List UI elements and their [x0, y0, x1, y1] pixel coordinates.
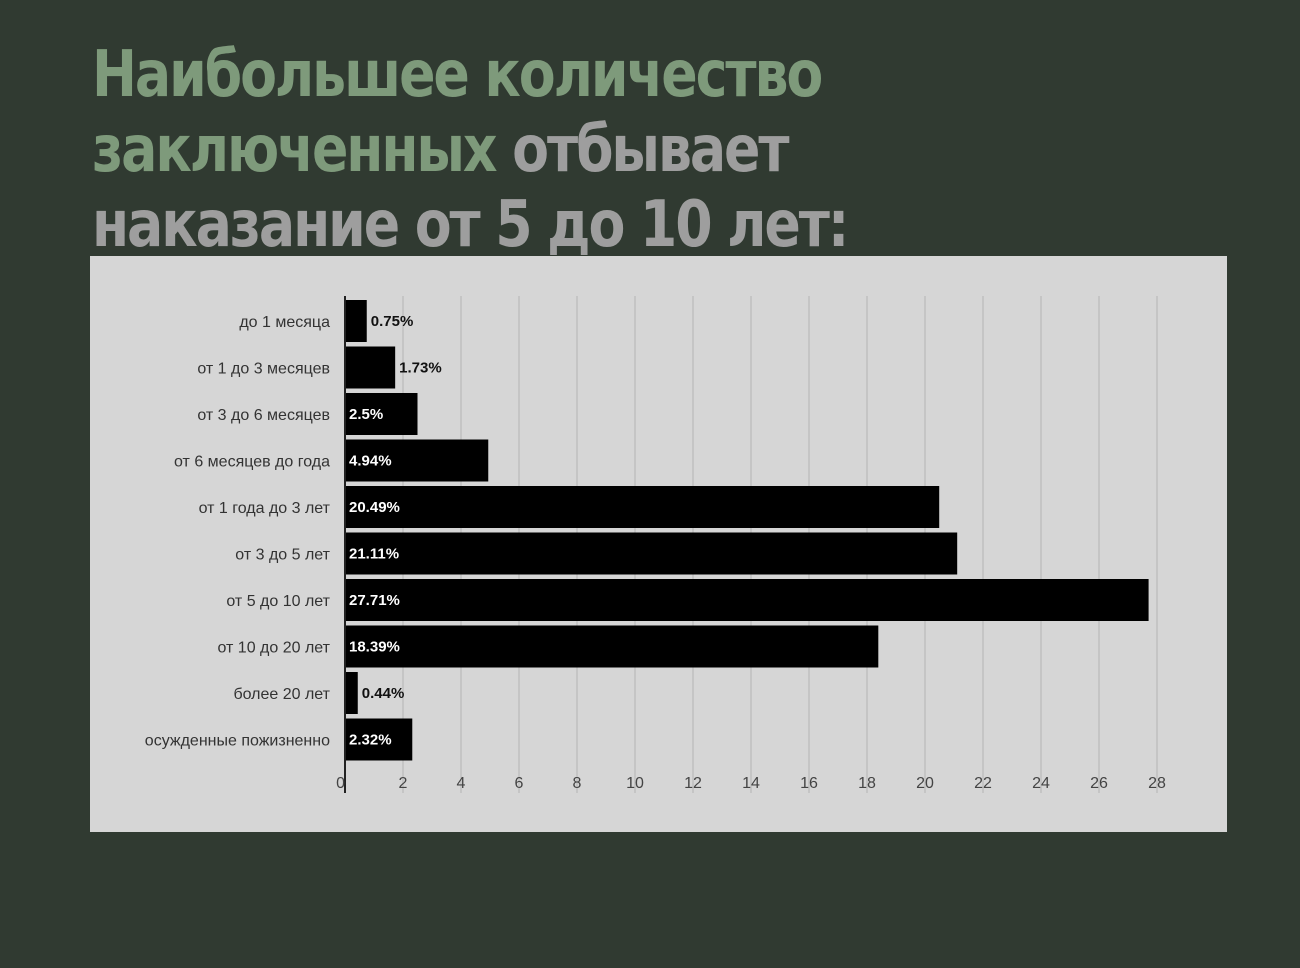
bars — [345, 300, 1149, 761]
value-label: 21.11% — [349, 546, 399, 563]
category-label: от 10 до 20 лет — [217, 640, 330, 657]
chart-panel: до 1 месяца от 1 до 3 месяцев от 3 до 6 ме… — [90, 256, 1227, 832]
value-label: 2.5% — [349, 406, 383, 423]
headline: Наибольшее количество заключенных отбывае… — [92, 38, 932, 263]
x-tick-label: 28 — [1148, 775, 1166, 792]
value-label: 2.32% — [349, 732, 392, 749]
x-tick-label: 26 — [1090, 775, 1108, 792]
category-label: от 1 до 3 месяцев — [197, 361, 330, 378]
bar-chart: до 1 месяца от 1 до 3 месяцев от 3 до 6 ме… — [145, 296, 1166, 793]
headline-line1: Наибольшее количество — [92, 38, 823, 112]
x-tick-label: 14 — [742, 775, 760, 792]
value-label: 4.94% — [349, 453, 392, 470]
x-tick-label: 6 — [515, 775, 524, 792]
category-label: от 6 месяцев до года — [174, 454, 330, 471]
bar — [345, 486, 940, 528]
category-label: от 1 года до 3 лет — [199, 500, 331, 517]
value-label: 18.39% — [349, 639, 400, 656]
headline-line2-rest: отбывает — [495, 113, 789, 187]
category-label: осужденные пожизненно — [145, 733, 330, 750]
bar — [345, 579, 1149, 621]
x-tick-label: 24 — [1032, 775, 1050, 792]
x-tick-label: 16 — [800, 775, 818, 792]
value-label: 27.71% — [349, 592, 400, 609]
bar — [345, 532, 958, 575]
bar — [345, 346, 396, 389]
category-label: до 1 месяца — [239, 314, 330, 331]
headline-line3: наказание от 5 до 10 лет: — [92, 188, 849, 262]
category-label: от 3 до 5 лет — [235, 547, 330, 564]
category-label: от 5 до 10 лет — [226, 593, 330, 610]
bar — [345, 625, 879, 668]
category-labels: до 1 месяца от 1 до 3 месяцев от 3 до 6 ме… — [145, 314, 331, 750]
x-tick-label: 12 — [684, 775, 702, 792]
x-tick-label: 0 — [336, 775, 345, 792]
value-labels: 0.75% 1.73% 2.5% 4.94% 20.49% 21.11% 27.71% 18.… — [349, 313, 442, 749]
x-tick-label: 10 — [626, 775, 644, 792]
x-tick-label: 8 — [573, 775, 582, 792]
value-label: 20.49% — [349, 499, 400, 516]
bar — [345, 672, 358, 714]
x-tick-labels: 0 2 4 6 8 10 12 14 16 18 20 22 24 26 28 — [336, 775, 1166, 792]
x-tick-label: 18 — [858, 775, 876, 792]
bar — [345, 300, 367, 342]
x-tick-label: 22 — [974, 775, 992, 792]
value-label: 1.73% — [399, 360, 442, 377]
category-label: от 3 до 6 месяцев — [197, 407, 330, 424]
value-label: 0.75% — [371, 313, 414, 330]
x-tick-label: 4 — [457, 775, 466, 792]
x-tick-label: 20 — [916, 775, 934, 792]
bar — [345, 718, 413, 761]
bar — [345, 439, 489, 482]
bar — [345, 393, 418, 435]
headline-line2-accent: заключенных — [92, 113, 498, 187]
value-label: 0.44% — [362, 685, 405, 702]
category-label: более 20 лет — [233, 686, 330, 703]
x-tick-label: 2 — [399, 775, 408, 792]
